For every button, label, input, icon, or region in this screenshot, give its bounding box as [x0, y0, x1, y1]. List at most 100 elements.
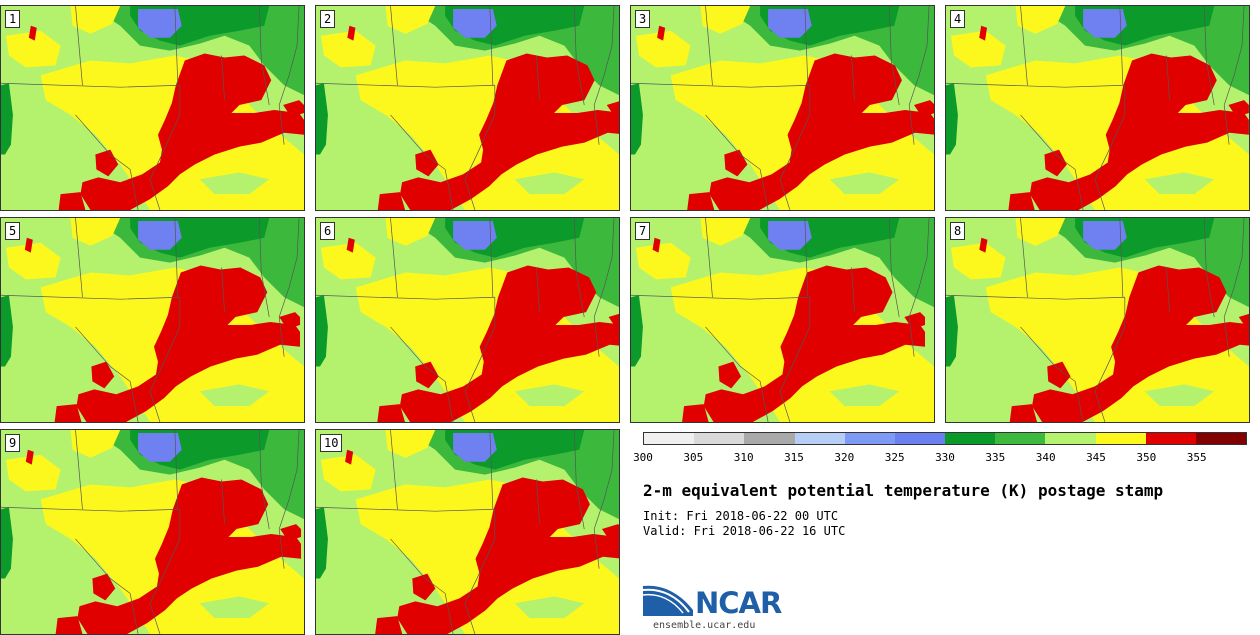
field-region — [946, 83, 958, 155]
member-number-label: 6 — [320, 222, 336, 240]
ensemble-member-panel: 2 — [315, 5, 620, 211]
field-region — [635, 30, 691, 68]
political-boundary — [1020, 218, 1028, 298]
colorbar-swatch — [744, 433, 795, 444]
field-region — [1, 295, 13, 367]
political-boundary — [593, 218, 615, 357]
field-region — [700, 218, 751, 246]
political-boundary — [464, 509, 496, 634]
political-boundary — [779, 297, 811, 422]
field-region — [316, 295, 328, 367]
political-boundary — [705, 6, 713, 86]
political-boundary — [75, 114, 139, 210]
field-region — [1, 507, 13, 579]
equivalent-potential-temperature-map — [946, 6, 1249, 210]
political-boundary — [573, 6, 585, 106]
high-theta-e-region — [1009, 404, 1038, 422]
field-region — [320, 30, 376, 68]
political-boundary — [779, 85, 811, 210]
high-theta-e-region — [28, 25, 37, 41]
field-region — [138, 8, 182, 38]
high-theta-e-region — [979, 25, 988, 41]
high-theta-e-region — [652, 237, 661, 253]
colorbar-tick-label: 345 — [1086, 451, 1106, 464]
political-boundary — [1020, 6, 1028, 86]
political-boundary — [631, 82, 810, 88]
high-theta-e-region — [606, 101, 619, 117]
political-boundary — [258, 430, 270, 530]
political-boundary — [851, 55, 855, 101]
colorbar-swatch — [1095, 433, 1146, 444]
field-region — [453, 8, 497, 38]
colorbar-tick-label: 335 — [985, 451, 1006, 464]
political-boundary — [390, 538, 454, 634]
political-boundary — [1223, 6, 1245, 145]
ncar-logo-text: NCAR — [695, 586, 782, 620]
field-region — [631, 295, 643, 367]
high-theta-e-region — [91, 361, 115, 389]
political-boundary — [946, 294, 1125, 300]
field-region — [453, 432, 497, 462]
colorbar-tick-label: 330 — [935, 451, 955, 464]
high-theta-e-region — [76, 265, 301, 422]
ncar-swoosh-icon — [643, 585, 693, 616]
field-region — [829, 384, 900, 407]
high-theta-e-region — [346, 237, 355, 253]
equivalent-potential-temperature-map — [631, 218, 934, 422]
field-region — [138, 220, 182, 250]
political-boundary — [278, 430, 300, 569]
field-region — [453, 220, 497, 250]
political-boundary — [174, 218, 179, 298]
political-boundary — [631, 294, 810, 300]
political-boundary — [464, 85, 496, 210]
field-region — [1083, 8, 1127, 38]
political-boundary — [1020, 326, 1084, 422]
ensemble-member-panel: 6 — [315, 217, 620, 423]
high-theta-e-region — [279, 312, 301, 329]
political-boundary — [1166, 55, 1170, 101]
political-boundary — [1020, 114, 1084, 210]
field-region — [1015, 6, 1066, 34]
colorbar-tick-label: 325 — [884, 451, 905, 464]
colorbar-swatch — [844, 433, 895, 444]
political-boundary — [536, 479, 540, 525]
colorbar-tick-label: 340 — [1035, 451, 1056, 464]
equivalent-potential-temperature-map — [316, 430, 619, 634]
colorbar-swatch — [894, 433, 946, 444]
field-region — [700, 6, 751, 34]
high-theta-e-region — [58, 192, 86, 210]
field-region — [5, 242, 61, 280]
colorbar-tick-label: 315 — [784, 451, 804, 464]
colorbar-swatch — [694, 433, 745, 444]
high-theta-e-region — [601, 524, 619, 541]
political-boundary — [221, 267, 225, 313]
equivalent-potential-temperature-map — [946, 218, 1249, 422]
equivalent-potential-temperature-map — [316, 218, 619, 422]
member-number-label: 10 — [320, 434, 343, 452]
member-number-label: 2 — [320, 10, 336, 28]
field-region — [70, 430, 121, 458]
political-boundary — [278, 218, 300, 357]
high-theta-e-region — [1228, 100, 1249, 117]
political-boundary — [75, 538, 139, 634]
political-boundary — [1119, 218, 1124, 298]
political-boundary — [75, 218, 83, 298]
high-theta-e-region — [399, 265, 619, 422]
political-boundary — [705, 326, 769, 422]
political-boundary — [75, 430, 83, 510]
field-region — [635, 242, 691, 280]
high-theta-e-region — [1008, 192, 1035, 210]
political-boundary — [1, 506, 180, 512]
field-region — [316, 83, 328, 155]
member-number-label: 7 — [635, 222, 651, 240]
field-region — [385, 6, 436, 34]
field-region — [138, 432, 182, 462]
high-theta-e-region — [718, 361, 742, 389]
high-theta-e-region — [55, 616, 83, 634]
high-theta-e-region — [400, 53, 619, 210]
field-region — [5, 454, 61, 492]
colorbar-swatch — [1145, 433, 1196, 444]
political-boundary — [221, 479, 225, 525]
member-number-label: 8 — [950, 222, 966, 240]
political-boundary — [221, 55, 225, 101]
